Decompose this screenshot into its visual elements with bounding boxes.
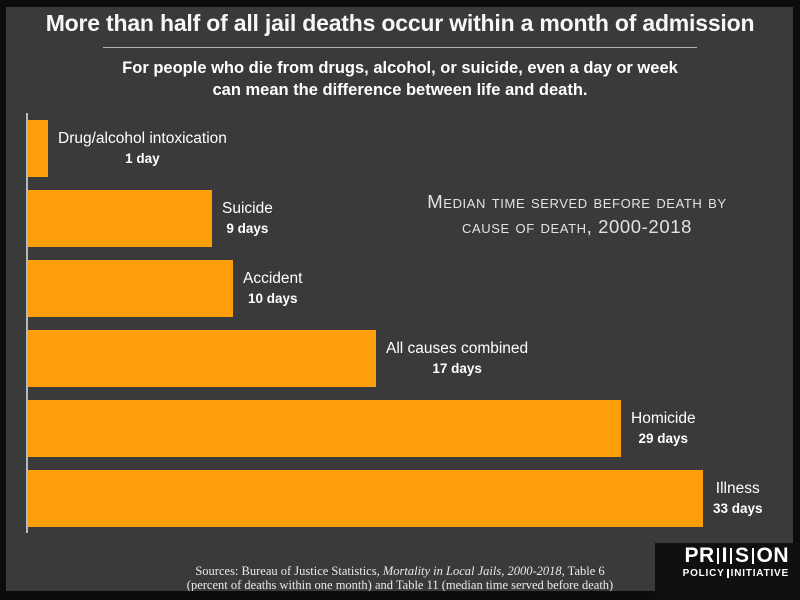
subtitle-line-1: For people who die from drugs, alcohol, … xyxy=(122,59,678,77)
bar-label-6: Illness 33 days xyxy=(713,480,763,516)
prison-policy-initiative-logo: PR I S ON POLICY INITIATIVE xyxy=(682,544,789,580)
logo-background: PR I S ON POLICY INITIATIVE xyxy=(655,543,800,600)
frame-border-bottom xyxy=(0,591,800,600)
bar-value-label: 9 days xyxy=(226,221,269,236)
bar-label-3: Accident 10 days xyxy=(243,270,302,306)
bar-value-label: 33 days xyxy=(713,501,763,516)
bar-value-label: 29 days xyxy=(638,431,689,446)
bar-3 xyxy=(28,260,233,317)
chart-title-line-2: cause of death, 2000-2018 xyxy=(462,216,692,237)
bar-value-label: 1 day xyxy=(125,151,160,166)
bar-label-4: All causes combined 17 days xyxy=(386,340,528,376)
frame-border-left xyxy=(0,0,6,600)
chart-title-line-1: Median time served before death by xyxy=(427,191,727,212)
logo-wordmark-prison: PR I S ON xyxy=(684,544,789,567)
bar-1 xyxy=(28,120,48,177)
frame-border-right xyxy=(793,0,800,600)
bar-6 xyxy=(28,470,703,527)
bar-category-label: Drug/alcohol intoxication xyxy=(58,130,227,147)
title-underline xyxy=(103,47,697,48)
bar-category-label: All causes combined xyxy=(386,340,529,357)
y-axis-line xyxy=(26,113,28,533)
jail-bar-icon xyxy=(730,548,733,564)
bar-5 xyxy=(28,400,621,457)
logo-wordmark-policy-initiative: POLICY INITIATIVE xyxy=(682,568,789,579)
jail-bar-icon xyxy=(752,548,754,564)
bar-value-label: 10 days xyxy=(247,291,298,306)
bar-label-2: Suicide 9 days xyxy=(222,200,273,236)
sources-table-ref: , Table 6 xyxy=(561,564,605,578)
bar-value-label: 17 days xyxy=(432,361,482,376)
sources-line-2: (percent of deaths within one month) and… xyxy=(186,578,614,592)
bar-category-label: Accident xyxy=(243,270,303,287)
frame-border-top xyxy=(0,0,800,7)
page-title: More than half of all jail deaths occur … xyxy=(45,10,755,36)
bar-label-1: Drug/alcohol intoxication 1 day xyxy=(58,130,227,166)
subtitle: For people who die from drugs, alcohol, … xyxy=(0,57,800,101)
bar-2 xyxy=(28,190,212,247)
chart-title: Median time served before death by cause… xyxy=(380,189,774,239)
sources-line-1: Sources: Bureau of Justice Statistics, M… xyxy=(0,564,800,578)
bar-label-5: Homicide 29 days xyxy=(631,410,696,446)
bar-4 xyxy=(28,330,376,387)
subtitle-line-2: can mean the difference between life and… xyxy=(212,81,588,99)
sources-text: Sources: Bureau of Justice Statistics, xyxy=(195,564,383,578)
jail-bar-icon xyxy=(726,569,729,578)
bar-category-label: Suicide xyxy=(222,200,273,217)
bar-category-label: Homicide xyxy=(631,410,696,427)
jail-bar-icon xyxy=(717,548,720,564)
sources-note: Sources: Bureau of Justice Statistics, M… xyxy=(0,564,800,592)
bar-category-label: Illness xyxy=(715,480,760,497)
sources-report-title: Mortality in Local Jails, 2000-2018 xyxy=(382,564,562,578)
